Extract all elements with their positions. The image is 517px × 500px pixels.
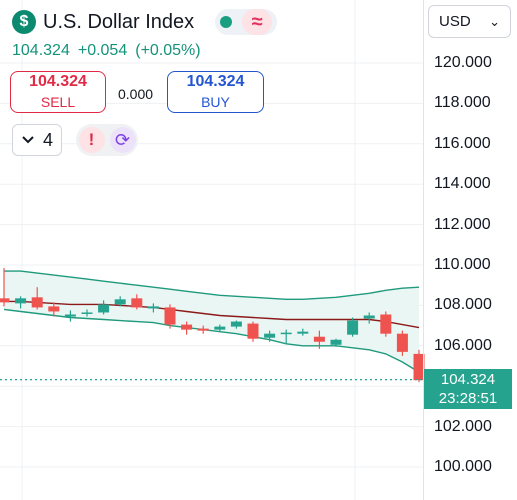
indicator-tools: ! ⟳ bbox=[76, 124, 138, 156]
price-tick-label: 114.000 bbox=[434, 175, 491, 193]
last-price-value: 104.324 bbox=[440, 371, 496, 388]
price-tick-label: 100.000 bbox=[434, 458, 492, 475]
interval-value: 4 bbox=[42, 129, 53, 150]
price-change-percent: (+0.05%) bbox=[135, 42, 201, 59]
candle bbox=[413, 349, 425, 383]
sell-label: SELL bbox=[40, 94, 76, 110]
currency-value: USD bbox=[439, 13, 471, 30]
candle-body bbox=[230, 321, 242, 327]
candle-body bbox=[214, 326, 226, 330]
candle bbox=[98, 300, 110, 315]
candle-body bbox=[31, 297, 43, 308]
candle bbox=[264, 330, 276, 342]
candle-body bbox=[81, 312, 93, 314]
market-open-dot-icon bbox=[220, 16, 233, 28]
candle bbox=[15, 296, 27, 309]
candle bbox=[64, 310, 76, 322]
candles bbox=[0, 268, 425, 383]
dollar-sign-icon: $ bbox=[12, 10, 36, 34]
candle-body bbox=[363, 315, 375, 319]
symbol-header: $ U.S. Dollar Index ≈ bbox=[12, 8, 278, 36]
price-summary: 104.324 +0.054 (+0.05%) bbox=[12, 42, 201, 60]
candle bbox=[181, 321, 193, 335]
candle-body bbox=[15, 298, 27, 304]
candle-body bbox=[330, 339, 342, 345]
candle-body bbox=[64, 314, 76, 317]
candle-body bbox=[131, 298, 143, 308]
sell-price: 104.324 bbox=[29, 73, 87, 90]
candle-body bbox=[147, 306, 159, 309]
chevron-down-icon: ⌄ bbox=[489, 13, 500, 29]
price-change: +0.054 bbox=[77, 42, 128, 59]
candle-body bbox=[197, 328, 209, 331]
exclamation-icon[interactable]: ! bbox=[78, 127, 105, 153]
price-tick-label: 108.000 bbox=[434, 296, 492, 314]
candle-body bbox=[0, 298, 10, 303]
last-price: 104.324 bbox=[12, 42, 70, 59]
chevron-down-icon bbox=[22, 136, 34, 144]
band-upper-line bbox=[4, 270, 420, 300]
candle-body bbox=[297, 331, 309, 334]
candle-body bbox=[264, 333, 276, 338]
candle-body bbox=[396, 333, 408, 352]
price-tick-label: 112.000 bbox=[434, 215, 491, 233]
interval-toggle[interactable]: 4 bbox=[12, 124, 62, 156]
candle bbox=[347, 317, 359, 337]
candle-body bbox=[164, 307, 176, 325]
candle bbox=[396, 330, 408, 356]
candle bbox=[164, 304, 176, 329]
buy-button[interactable]: 104.324 BUY bbox=[167, 71, 264, 113]
candle bbox=[247, 321, 259, 342]
spread-value: 0.000 bbox=[118, 86, 154, 102]
price-tick-label: 102.000 bbox=[434, 417, 492, 435]
candle bbox=[380, 311, 392, 337]
candle bbox=[280, 329, 292, 344]
candle-body bbox=[181, 324, 193, 330]
candle-body bbox=[280, 332, 292, 335]
band-lower-line bbox=[3, 308, 420, 373]
approx-sign-icon: ≈ bbox=[242, 9, 273, 35]
candle-body bbox=[48, 306, 60, 312]
price-tick-label: 106.000 bbox=[434, 336, 492, 354]
candle bbox=[114, 296, 126, 307]
candle bbox=[330, 338, 342, 347]
price-tick-label: 120.000 bbox=[434, 54, 492, 71]
candle bbox=[297, 328, 309, 336]
buy-price: 104.324 bbox=[186, 73, 245, 90]
last-price-label: 104.324 23:28:51 bbox=[424, 369, 512, 409]
candle bbox=[313, 330, 325, 349]
candle bbox=[81, 309, 93, 317]
currency-select[interactable]: USD ⌄ bbox=[428, 5, 511, 38]
bar-countdown: 23:28:51 bbox=[438, 390, 498, 407]
candle bbox=[214, 324, 226, 332]
market-status-pill[interactable]: ≈ bbox=[215, 9, 278, 35]
band-basis-line bbox=[4, 300, 420, 329]
price-tick-label: 116.000 bbox=[434, 134, 491, 152]
candle-body bbox=[114, 299, 126, 305]
candle-body bbox=[313, 336, 325, 342]
sell-button[interactable]: 104.324 SELL bbox=[10, 71, 106, 113]
candle bbox=[147, 303, 159, 313]
candle-body bbox=[380, 314, 392, 334]
buy-label: BUY bbox=[201, 94, 230, 110]
candle bbox=[363, 312, 375, 324]
candle bbox=[230, 320, 242, 329]
refresh-icon[interactable]: ⟳ bbox=[109, 127, 136, 153]
candle-body bbox=[347, 320, 359, 335]
candle-body bbox=[247, 323, 259, 339]
price-tick-label: 118.000 bbox=[434, 94, 491, 112]
candle bbox=[48, 302, 60, 317]
candle-body bbox=[98, 304, 110, 313]
candle-body bbox=[413, 353, 425, 381]
price-tick-label: 110.000 bbox=[434, 256, 491, 273]
band-fill bbox=[4, 271, 419, 373]
candle bbox=[31, 287, 43, 310]
candle bbox=[131, 294, 143, 310]
symbol-name[interactable]: U.S. Dollar Index bbox=[43, 10, 195, 33]
candle bbox=[0, 268, 10, 307]
candle bbox=[197, 325, 209, 334]
